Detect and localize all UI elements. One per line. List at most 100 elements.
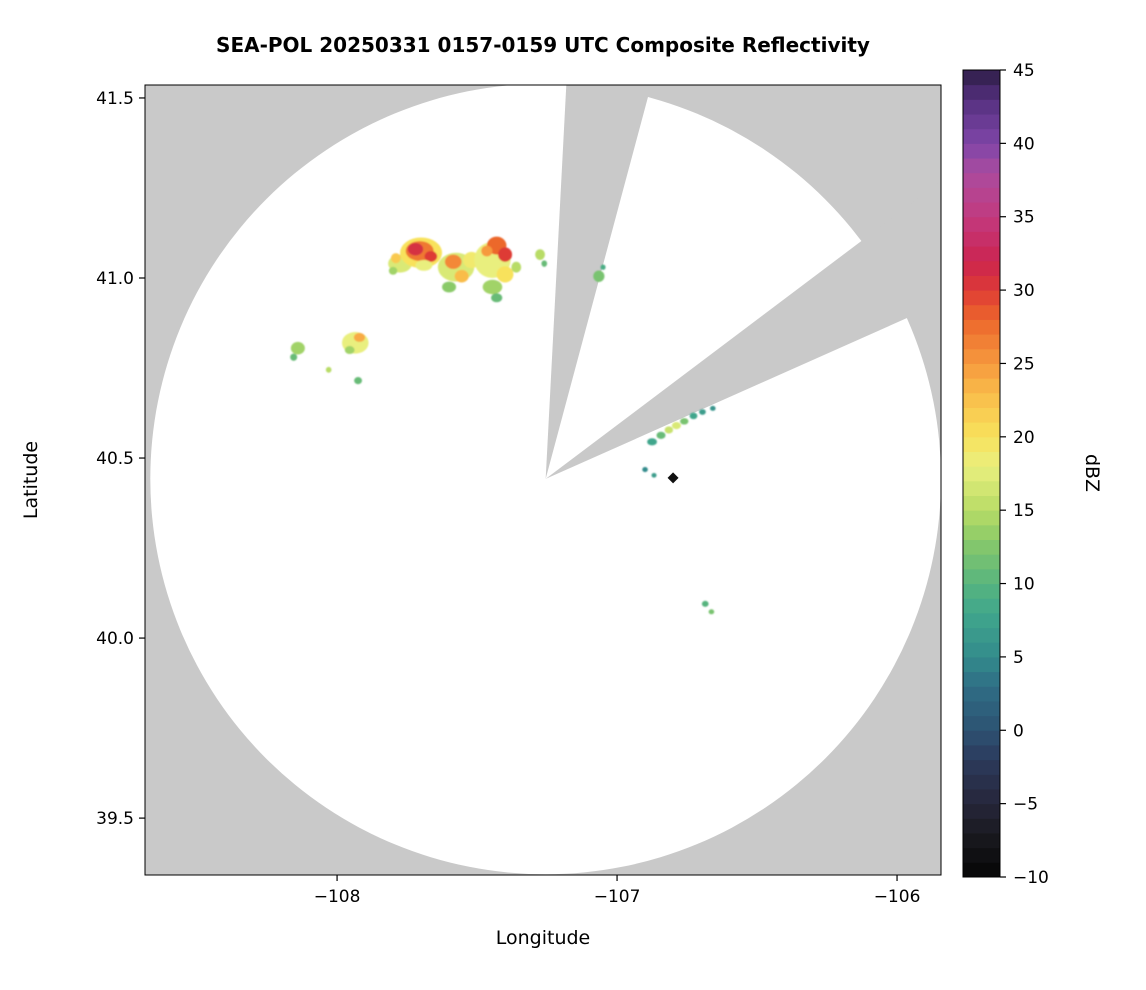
x-tick-label: −106: [874, 887, 921, 907]
y-tick-label: 41.0: [96, 269, 134, 289]
echo-blob: [454, 269, 469, 283]
colorbar-band: [963, 143, 1000, 159]
colorbar-band: [963, 158, 1000, 174]
plot-frame: [144, 84, 942, 876]
colorbar-band: [963, 568, 1000, 585]
echo-blob: [444, 254, 462, 269]
colorbar-band: [963, 84, 1000, 100]
colorbar-band: [963, 554, 1000, 570]
colorbar-band: [963, 70, 1000, 86]
y-tick-label: 39.5: [96, 809, 134, 829]
colorbar-tick-label: 35: [1013, 208, 1035, 228]
echo-blob: [656, 431, 666, 439]
colorbar-band: [963, 744, 1000, 761]
y-tick-label: 40.0: [96, 629, 134, 649]
colorbar-band: [963, 407, 1000, 423]
colorbar-band: [963, 290, 1000, 306]
colorbar-band: [963, 466, 1000, 482]
echo-blob: [407, 242, 424, 256]
echo-blob: [701, 600, 709, 607]
colorbar-label: dBZ: [1081, 453, 1103, 493]
colorbar-band: [963, 598, 1000, 614]
colorbar-band: [963, 392, 1000, 408]
colorbar-band: [963, 319, 1000, 335]
y-tick-label: 41.5: [96, 89, 134, 109]
colorbar-band: [963, 128, 1000, 144]
echo-blob: [491, 293, 503, 303]
echo-blob: [344, 346, 355, 354]
colorbar-band: [963, 202, 1000, 218]
colorbar-band: [963, 700, 1000, 717]
colorbar-band: [963, 730, 1000, 746]
echo-blob: [498, 247, 513, 262]
colorbar-tick-label: 45: [1013, 61, 1035, 81]
echo-blob: [415, 259, 433, 271]
colorbar-band: [963, 539, 1000, 555]
echo-blob: [511, 261, 522, 273]
y-axis-label: Latitude: [20, 440, 42, 520]
colorbar-band: [963, 99, 1000, 115]
colorbar-band: [963, 216, 1000, 232]
colorbar-band: [963, 451, 1000, 467]
echo-blob: [424, 250, 438, 262]
colorbar-tick-label: 20: [1013, 428, 1035, 448]
colorbar-tick-label: 25: [1013, 354, 1035, 374]
chart-title: SEA-POL 20250331 0157-0159 UTC Composite…: [216, 33, 870, 57]
y-tick-label: 40.5: [96, 449, 134, 469]
colorbar-frame: [962, 69, 1001, 878]
colorbar-band: [963, 788, 1000, 805]
blocked-sector-1: [545, 85, 652, 479]
colorbar-band: [963, 759, 1000, 775]
echo-blob: [593, 270, 605, 282]
colorbar-tick-label: −5: [1013, 795, 1038, 815]
echo-blob: [388, 266, 398, 275]
echo-blob: [680, 418, 689, 425]
x-axis-label: Longitude: [495, 927, 591, 949]
colorbar-band: [963, 422, 1000, 438]
echo-blob: [353, 332, 366, 342]
colorbar-band: [963, 642, 1000, 658]
echo-blob: [651, 472, 657, 478]
blocked-sector-2: [545, 181, 941, 479]
colorbar-band: [963, 304, 1000, 320]
colorbar-band: [963, 656, 1000, 673]
colorbar-band: [963, 818, 1000, 834]
echo-blob: [290, 353, 298, 361]
colorbar-tick-label: 40: [1013, 134, 1035, 154]
colorbar-band: [963, 524, 1000, 541]
x-tick-label: −107: [594, 887, 641, 907]
echo-blob: [390, 253, 401, 264]
echo-blob: [600, 264, 606, 270]
echo-blob: [496, 266, 514, 283]
echo-blob: [354, 377, 362, 385]
colorbar-band: [963, 480, 1000, 497]
echo-blob: [699, 409, 706, 415]
colorbar-band: [963, 774, 1000, 790]
colorbar-band: [963, 583, 1000, 599]
echo-blob: [710, 405, 716, 411]
colorbar-band: [963, 246, 1000, 262]
colorbar-tick-label: 0: [1013, 721, 1024, 741]
echo-blob: [290, 341, 305, 355]
plot-area: [145, 85, 941, 875]
colorbar-band: [963, 612, 1000, 629]
colorbar-band: [963, 260, 1000, 276]
colorbar-band: [963, 275, 1000, 291]
echo-blob: [671, 422, 681, 430]
colorbar-band: [963, 348, 1000, 364]
radar-site-marker: [667, 472, 679, 484]
colorbar-band: [963, 436, 1000, 452]
echo-blob: [689, 412, 698, 420]
colorbar-tick-label: 10: [1013, 575, 1035, 595]
echo-blob: [481, 245, 493, 257]
colorbar-band: [963, 172, 1000, 188]
colorbar-band: [963, 862, 1000, 878]
colorbar-band: [963, 847, 1000, 863]
colorbar-band: [963, 187, 1000, 203]
colorbar-band: [963, 627, 1000, 643]
colorbar-band: [963, 803, 1000, 819]
echo-blob: [325, 366, 332, 373]
echo-blob: [535, 249, 545, 260]
